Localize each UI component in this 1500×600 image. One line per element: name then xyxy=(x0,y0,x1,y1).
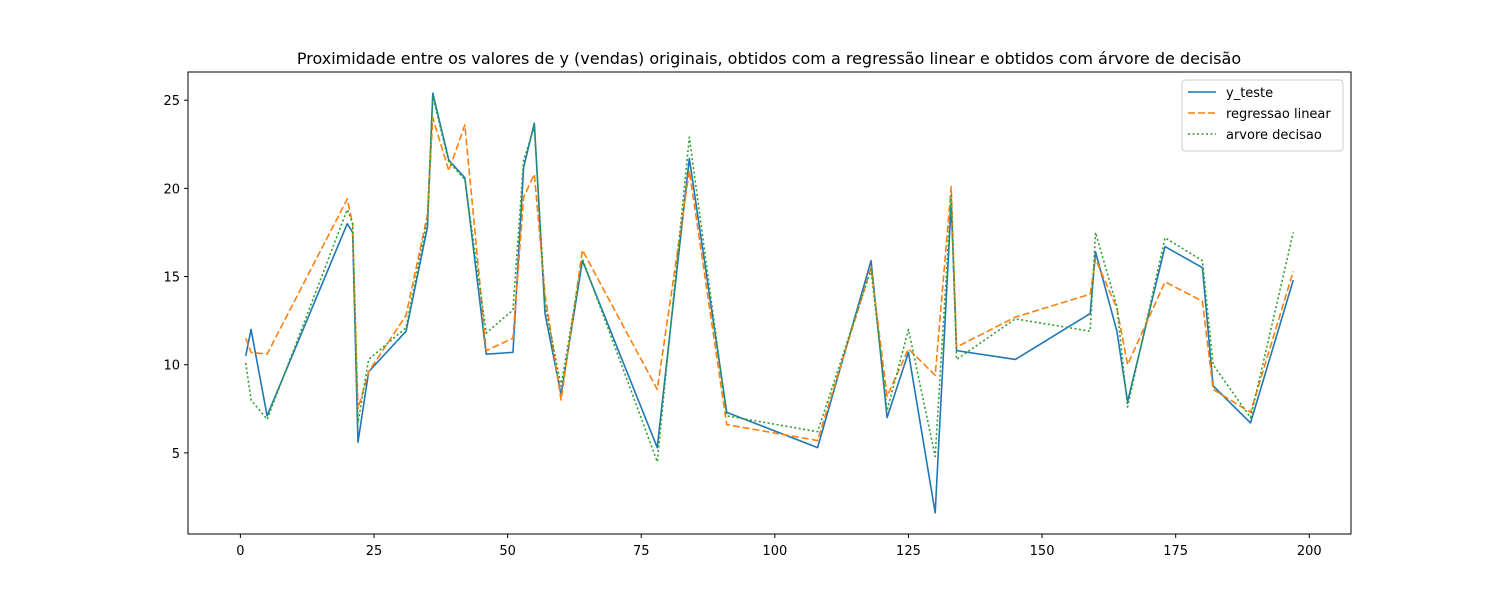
series-line-2 xyxy=(244,95,1295,463)
y-tick-label: 20 xyxy=(163,182,180,197)
legend: y_teste regressao linear arvore decisao xyxy=(1181,79,1344,152)
legend-label: y_teste xyxy=(1226,86,1273,101)
x-tick-label: 175 xyxy=(1163,544,1188,559)
y-tick-label: 10 xyxy=(163,359,180,374)
series-line-1 xyxy=(244,117,1295,442)
x-tick-label: 100 xyxy=(762,544,787,559)
legend-label: regressao linear xyxy=(1226,107,1331,122)
x-tick-label: 125 xyxy=(896,544,921,559)
series-line-0 xyxy=(244,92,1295,514)
y-tick-label: 25 xyxy=(163,94,180,109)
plot-frame xyxy=(187,71,1352,535)
x-tick-label: 75 xyxy=(633,544,650,559)
y-tick-label: 5 xyxy=(172,447,180,462)
x-tick-label: 150 xyxy=(1030,544,1055,559)
x-tick-label: 50 xyxy=(499,544,516,559)
x-tick-label: 0 xyxy=(236,544,244,559)
x-axis: 0 25 50 75 100 125 150 175 200 xyxy=(236,534,1322,559)
legend-box xyxy=(1181,79,1344,152)
y-tick-label: 15 xyxy=(163,271,180,286)
x-tick-label: 200 xyxy=(1297,544,1322,559)
y-axis: 5 10 15 20 25 xyxy=(163,94,188,462)
chart-title: Proximidade entre os valores de y (venda… xyxy=(297,49,1241,68)
plot-lines xyxy=(244,92,1295,514)
x-tick-label: 25 xyxy=(366,544,383,559)
legend-label: arvore decisao xyxy=(1226,128,1322,143)
